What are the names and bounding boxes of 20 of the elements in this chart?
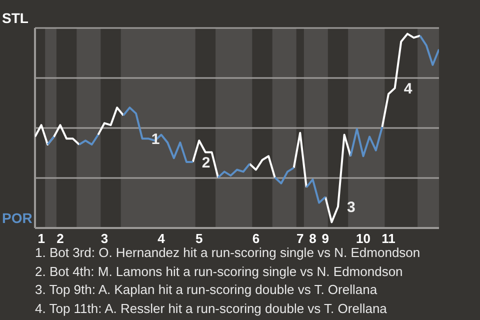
text: 4. Top 11th: A. Ressler hit a run-scoring double vs T. Orellana [35, 300, 388, 318]
text: 1. Bot 3rd: O. Hernandez hit a run-scoring single vs N. Edmondson [35, 244, 420, 262]
x-tick-label: 2 [56, 231, 64, 246]
x-tick-label: 3 [100, 231, 108, 246]
x-tick-label: 11 [382, 231, 396, 246]
x-tick-label: 7 [296, 231, 304, 246]
x-tick-label: 6 [252, 231, 260, 246]
x-tick-label: 8 [309, 231, 316, 246]
x-tick-label: 1 [38, 231, 45, 246]
x-tick-label: 10 [356, 231, 370, 246]
text: STL [2, 10, 28, 26]
x-tick-label: 4 [158, 231, 166, 246]
text: POR [2, 210, 32, 226]
annotation: 3 [347, 198, 356, 216]
x-tick-label: 9 [322, 231, 329, 246]
text: 3. Top 9th: A. Kaplan hit a run-scoring double vs T. Orellana [35, 281, 378, 299]
x-tick-label: 5 [196, 231, 203, 246]
annotation: 4 [404, 80, 413, 98]
annotation: 2 [202, 154, 210, 172]
text: 2. Bot 4th: M. Lamons hit a run-scoring single vs N. Edmondson [35, 262, 404, 281]
